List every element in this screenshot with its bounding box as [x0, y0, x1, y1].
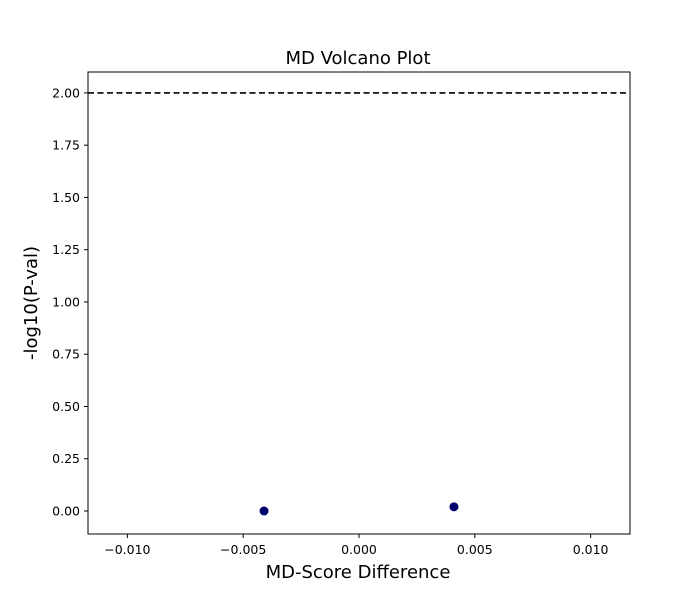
x-axis-label: MD-Score Difference — [266, 562, 451, 583]
y-tick-label: 0.75 — [52, 347, 80, 362]
x-tick-label: −0.005 — [220, 542, 266, 557]
data-point-2 — [449, 502, 459, 512]
x-tick-label: 0.010 — [573, 542, 609, 557]
data-point-1 — [259, 506, 269, 516]
y-tick-label: 0.25 — [52, 451, 80, 466]
y-tick-label: 1.50 — [52, 190, 80, 205]
plot-frame — [87, 71, 631, 535]
y-axis: 0.00 0.25 0.50 0.75 1.00 1.25 1.50 1.75 2.00 — [52, 85, 88, 519]
x-tick-label: 0.000 — [341, 542, 377, 557]
y-axis-label: -log10(P-val) — [21, 246, 42, 360]
x-tick-label: 0.005 — [457, 542, 493, 557]
plot-area — [87, 71, 631, 535]
y-tick-label: 0.50 — [52, 399, 80, 414]
y-tick-label: 1.00 — [52, 294, 80, 309]
chart-title: MD Volcano Plot — [285, 48, 430, 69]
x-tick-label: −0.010 — [104, 542, 150, 557]
y-tick-label: 1.25 — [52, 242, 80, 257]
y-tick-label: 0.00 — [52, 504, 80, 519]
x-axis: −0.010 −0.005 0.000 0.005 0.010 — [104, 534, 609, 557]
y-tick-label: 2.00 — [52, 85, 80, 100]
y-tick-label: 1.75 — [52, 138, 80, 153]
